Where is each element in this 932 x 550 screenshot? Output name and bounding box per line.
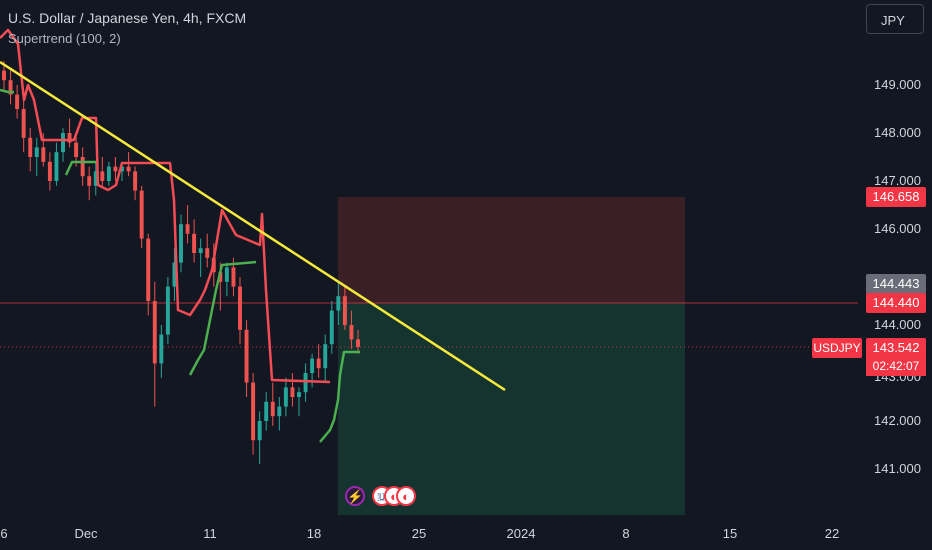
price-tick: 147.000	[874, 173, 921, 188]
candle-body	[349, 325, 354, 340]
candle-body	[251, 382, 256, 441]
time-tick: 25	[411, 526, 427, 541]
stop-loss-zone[interactable]	[338, 197, 685, 303]
price-tick: 149.000	[874, 77, 921, 92]
candle-body	[192, 233, 197, 253]
candle-body	[106, 166, 111, 181]
candle-body	[61, 133, 65, 153]
candle-body	[93, 171, 98, 186]
candle-body	[152, 301, 157, 364]
candle-body	[244, 329, 249, 383]
chart-header: U.S. Dollar / Japanese Yen, 4h, FXCM Sup…	[8, 10, 246, 46]
candle-body	[356, 339, 360, 347]
current-price-tag: 143.542	[866, 338, 926, 358]
candle-body	[290, 387, 295, 397]
candle-body	[185, 224, 190, 234]
candle-body	[28, 137, 33, 157]
candle-body	[329, 310, 334, 345]
candle-body	[165, 286, 170, 335]
candle-body	[238, 286, 242, 330]
candle-body	[87, 176, 92, 186]
candle-body	[159, 334, 164, 364]
bar-countdown: 02:42:07	[866, 357, 926, 376]
stop-price-tag: 146.658	[866, 187, 926, 207]
candle-body	[80, 157, 85, 177]
candle-body	[283, 387, 288, 407]
symbol-title[interactable]: U.S. Dollar / Japanese Yen, 4h, FXCM	[8, 10, 247, 26]
candle-body	[270, 401, 275, 417]
candle-body	[54, 152, 59, 181]
candle-body	[47, 161, 52, 181]
candle-body	[67, 133, 72, 143]
take-profit-zone[interactable]	[338, 303, 685, 515]
price-tick: 148.000	[874, 125, 921, 140]
candle-body	[198, 248, 203, 253]
candle-body	[146, 238, 151, 301]
price-tick: 141.000	[874, 461, 921, 476]
time-axis[interactable]: 6 Dec 11 18 25 2024 8 15 22	[0, 518, 858, 550]
candle-body	[74, 142, 79, 157]
price-axis[interactable]: 149.000 148.000 147.000 146.000 144.000 …	[858, 0, 932, 518]
candle-body	[120, 166, 124, 172]
candle-body	[297, 392, 301, 397]
time-tick: 2024	[506, 526, 536, 541]
candle-body	[205, 248, 210, 258]
candle-body	[310, 358, 315, 373]
candle-body	[172, 262, 177, 287]
candle-body	[336, 296, 341, 311]
time-tick: 8	[622, 526, 630, 541]
candle-body	[113, 166, 118, 172]
price-tick: 142.000	[874, 413, 921, 428]
candle-body	[2, 70, 6, 81]
time-tick: Dec	[74, 526, 98, 541]
candle-body	[126, 166, 131, 172]
indicator-label[interactable]: Supertrend (100, 2)	[8, 31, 121, 46]
time-tick: 18	[306, 526, 322, 541]
candlestick-series	[2, 61, 360, 465]
supertrend-down-line	[0, 28, 331, 384]
candle-body	[257, 421, 262, 441]
candle-body	[133, 171, 138, 191]
candle-body	[8, 80, 13, 95]
supertrend-up-line	[0, 88, 360, 443]
time-tick: 11	[203, 526, 217, 541]
time-tick: 22	[824, 526, 840, 541]
candle-body	[316, 358, 321, 369]
candle-body	[231, 267, 236, 287]
candle-body	[15, 94, 20, 109]
candle-body	[34, 147, 39, 157]
candle-body	[342, 296, 347, 325]
symbol-price-label: USDJPY	[812, 338, 862, 358]
candle-body	[224, 267, 229, 282]
trendline[interactable]	[0, 60, 506, 392]
price-tick: 146.000	[874, 221, 921, 236]
time-tick: 6	[0, 526, 8, 541]
price-tick: 144.000	[874, 317, 921, 332]
candle-body	[179, 224, 183, 263]
time-tick: 15	[722, 526, 738, 541]
lightning-icon[interactable]: ⚡	[345, 486, 365, 506]
target-price-tag: 144.443	[866, 274, 926, 294]
entry-price-tag: 144.440	[866, 293, 926, 313]
candle-body	[41, 147, 46, 162]
candle-body	[21, 109, 26, 138]
candle-body	[100, 171, 105, 181]
jp-flag-icon[interactable]: ◐	[396, 486, 416, 506]
candle-body	[303, 373, 308, 393]
candle-body	[323, 344, 328, 369]
candle-body	[264, 401, 269, 421]
candle-body	[139, 190, 144, 239]
candle-body	[277, 406, 282, 417]
currency-button[interactable]: JPY	[866, 4, 924, 34]
